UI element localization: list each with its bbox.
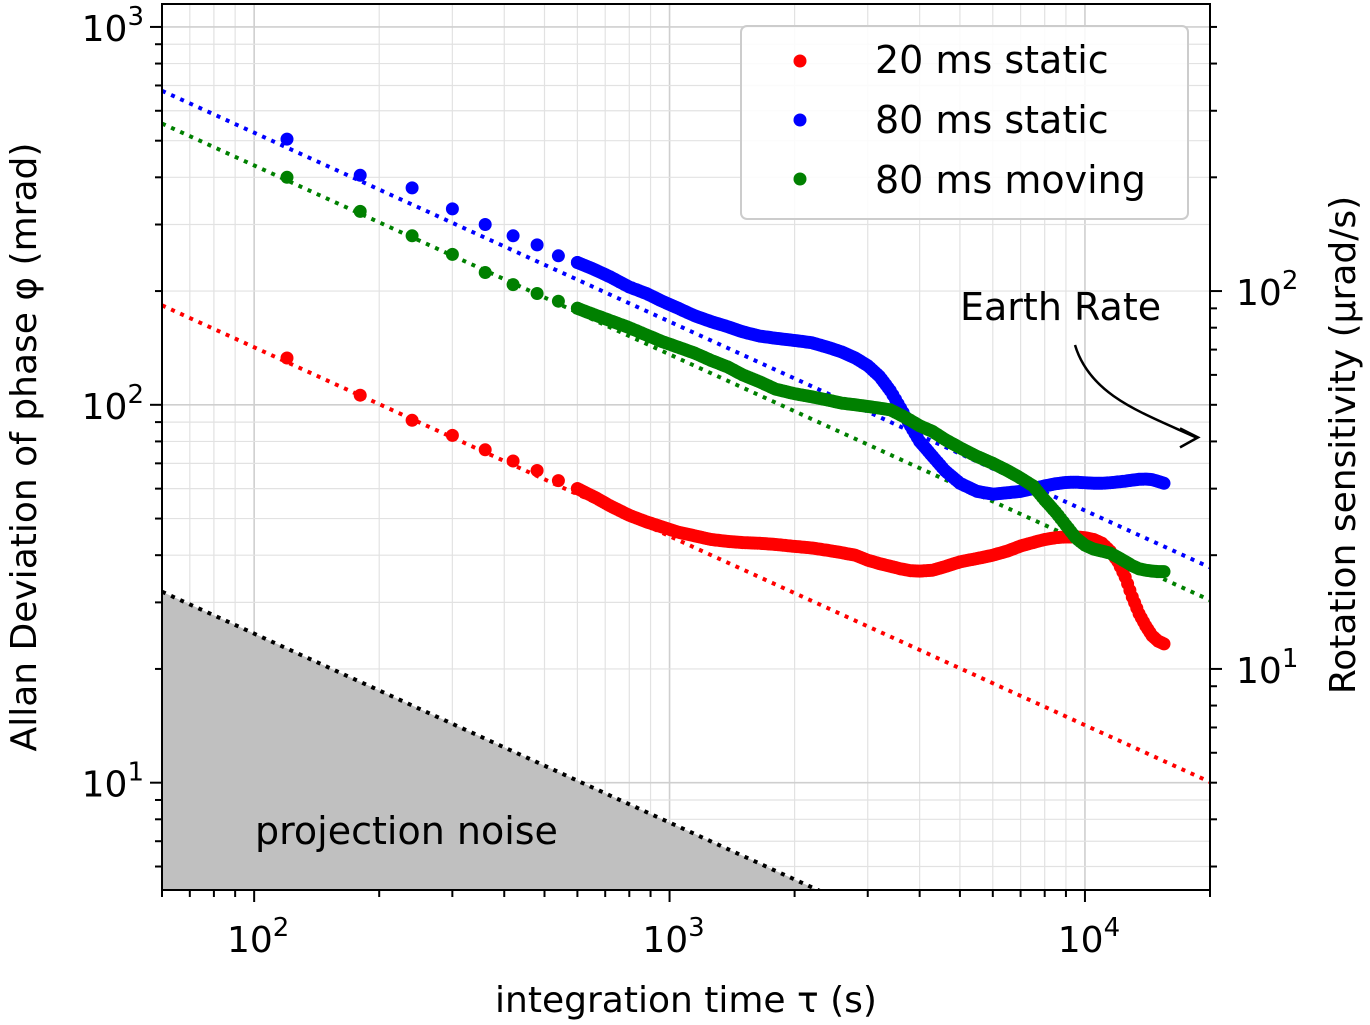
y2-tick-label: 101	[1236, 644, 1298, 692]
data-point	[445, 428, 459, 442]
x-tick-label: 104	[1058, 913, 1120, 961]
x-axis-ticks: 102 103 104	[161, 890, 1211, 961]
data-point	[405, 413, 419, 427]
y2-tick-label: 102	[1236, 266, 1298, 314]
data-point	[478, 266, 492, 279]
data-point	[353, 388, 367, 402]
projection-noise-region	[162, 589, 1210, 890]
y-tick-label: 101	[82, 758, 144, 806]
data-point	[551, 294, 565, 308]
x-axis-label: integration time τ (s)	[495, 980, 877, 1021]
data-points	[280, 132, 1171, 651]
data-point	[506, 454, 520, 468]
data-point	[445, 247, 459, 261]
y-tick-label: 102	[82, 380, 144, 428]
projection-noise-label: projection noise	[255, 809, 558, 853]
data-point	[530, 464, 544, 477]
legend-label-20ms-static: 20 ms static	[875, 38, 1109, 82]
y-axis-label: Allan Deviation of phase φ (mrad)	[4, 143, 45, 752]
data-point	[478, 443, 492, 457]
legend-label-80ms-static: 80 ms static	[875, 98, 1109, 142]
fit-line-series-1	[162, 88, 1210, 570]
projection-noise-line	[162, 589, 823, 890]
earth-rate-label: Earth Rate	[960, 285, 1161, 329]
legend: 20 ms static 80 ms static 80 ms moving	[740, 25, 1189, 220]
data-point	[280, 132, 294, 146]
x-tick-label: 102	[227, 913, 289, 961]
legend-marker-80ms-moving	[793, 172, 807, 186]
data-point	[1157, 476, 1171, 490]
series-0-points	[280, 351, 1171, 651]
x-tick-label: 103	[642, 913, 704, 961]
data-point	[551, 249, 565, 263]
fit-line-series-2	[162, 121, 1210, 603]
legend-marker-80ms-static	[793, 113, 807, 127]
data-point	[530, 287, 544, 300]
series-2-points	[280, 170, 1171, 579]
data-point	[280, 170, 294, 184]
legend-box	[740, 25, 1189, 220]
earth-rate-arrow	[1073, 344, 1197, 439]
data-point	[1157, 637, 1171, 651]
data-point	[405, 229, 419, 243]
data-point	[353, 168, 367, 182]
series-1-points	[280, 132, 1171, 501]
y2-axis-ticks: 101 102	[1210, 25, 1298, 868]
data-point	[280, 351, 294, 365]
data-point	[445, 202, 459, 216]
fit-line-series-0	[162, 303, 1210, 784]
earth-rate-arrowhead	[1179, 427, 1201, 449]
data-point	[1157, 565, 1171, 579]
data-point	[530, 238, 544, 252]
data-point	[551, 474, 565, 488]
projection-noise-area	[162, 591, 1210, 890]
earth-rate-annotation: Earth Rate	[960, 285, 1201, 449]
data-point	[478, 218, 492, 231]
y-tick-label: 103	[82, 2, 144, 50]
y2-axis-label: Rotation sensitivity (μrad/s)	[1323, 196, 1364, 694]
fit-lines	[162, 88, 1210, 784]
plot-frame	[161, 3, 1211, 891]
data-point	[506, 229, 520, 243]
data-point	[506, 278, 520, 292]
data-point	[353, 204, 367, 218]
legend-marker-20ms-static	[793, 54, 807, 68]
legend-label-80ms-moving: 80 ms moving	[875, 158, 1146, 202]
y-axis-ticks: 101 102 103	[82, 2, 162, 868]
data-point	[405, 181, 419, 195]
